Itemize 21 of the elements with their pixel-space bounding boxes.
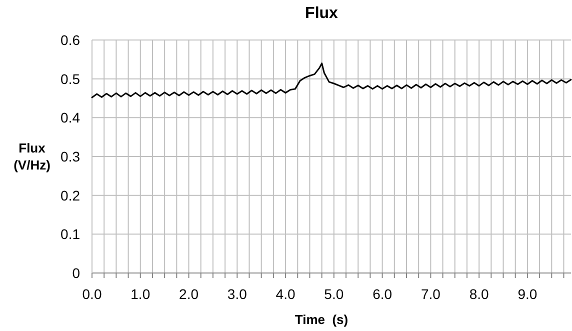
chart-title: Flux — [305, 5, 338, 22]
x-tick-label: 6.0 — [372, 286, 392, 302]
y-tick-label: 0 — [72, 265, 80, 281]
x-tick-label: 0.0 — [82, 286, 102, 302]
x-tick-label: 3.0 — [227, 286, 248, 302]
y-tick-label: 0.4 — [60, 110, 80, 126]
y-axis-title: Flux (V/Hz) — [14, 140, 50, 172]
y-tick-label: 0.1 — [60, 226, 80, 242]
x-tick-label: 4.0 — [276, 286, 296, 302]
x-axis-title: Time (s) — [294, 312, 348, 327]
y-tick-label: 0.5 — [60, 70, 80, 87]
line-series — [91, 62, 572, 98]
x-tick-label: 7.0 — [420, 286, 441, 302]
y-tick-label: 0.6 — [60, 32, 80, 48]
x-tick-label: 2.0 — [179, 286, 199, 302]
x-tick-label: 1.0 — [130, 286, 150, 302]
x-tick-label: 5.0 — [324, 286, 344, 302]
y-tick-label: 0.3 — [60, 148, 80, 164]
x-tick-label: 8.0 — [469, 286, 490, 302]
y-tick-label: 0.2 — [60, 187, 80, 204]
x-tick-label: 9.0 — [518, 286, 538, 302]
